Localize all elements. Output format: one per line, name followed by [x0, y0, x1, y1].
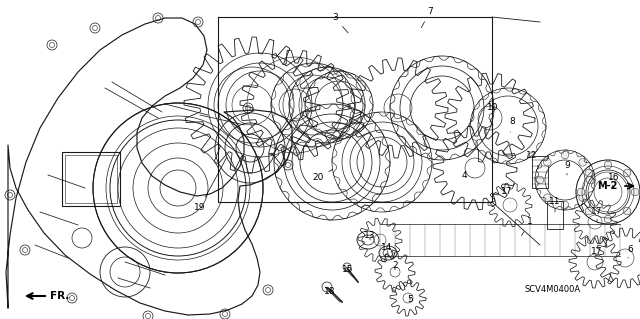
- Circle shape: [623, 169, 631, 177]
- Circle shape: [585, 169, 593, 177]
- Circle shape: [631, 188, 639, 196]
- Text: 6: 6: [627, 246, 633, 258]
- Text: 17: 17: [501, 188, 513, 202]
- Text: 9: 9: [564, 161, 570, 175]
- Text: 8: 8: [509, 117, 515, 132]
- Circle shape: [586, 176, 594, 184]
- Text: 17: 17: [591, 248, 603, 256]
- Text: 3: 3: [332, 13, 348, 33]
- Circle shape: [543, 159, 551, 166]
- Circle shape: [561, 201, 569, 209]
- Text: 10: 10: [487, 103, 499, 122]
- Text: 18: 18: [324, 287, 336, 296]
- Text: 20: 20: [312, 169, 333, 182]
- Text: 1: 1: [522, 218, 533, 236]
- Text: M-2: M-2: [598, 181, 618, 191]
- Bar: [62, 152, 120, 206]
- Text: 14: 14: [381, 243, 393, 253]
- Circle shape: [585, 207, 593, 215]
- Circle shape: [579, 159, 586, 166]
- Circle shape: [561, 151, 569, 159]
- Text: 16: 16: [608, 174, 620, 188]
- Circle shape: [536, 176, 544, 184]
- Text: 13: 13: [364, 231, 376, 240]
- Text: 17: 17: [591, 207, 603, 222]
- Text: FR.: FR.: [50, 291, 69, 301]
- Text: 4: 4: [461, 170, 472, 180]
- Text: 19: 19: [195, 158, 227, 211]
- Circle shape: [543, 194, 551, 202]
- Text: 12: 12: [526, 152, 539, 167]
- Circle shape: [604, 215, 612, 223]
- Bar: [547, 201, 563, 229]
- Circle shape: [604, 161, 612, 169]
- Text: 2: 2: [392, 261, 398, 270]
- Circle shape: [577, 188, 585, 196]
- Text: 5: 5: [407, 295, 413, 305]
- Text: 11: 11: [549, 197, 561, 212]
- Bar: [532, 156, 548, 188]
- Text: 7: 7: [421, 8, 433, 27]
- Circle shape: [623, 207, 631, 215]
- Circle shape: [579, 194, 586, 202]
- Text: 15: 15: [342, 265, 354, 275]
- Bar: [65, 155, 117, 203]
- Text: SCV4M0400A: SCV4M0400A: [525, 286, 581, 294]
